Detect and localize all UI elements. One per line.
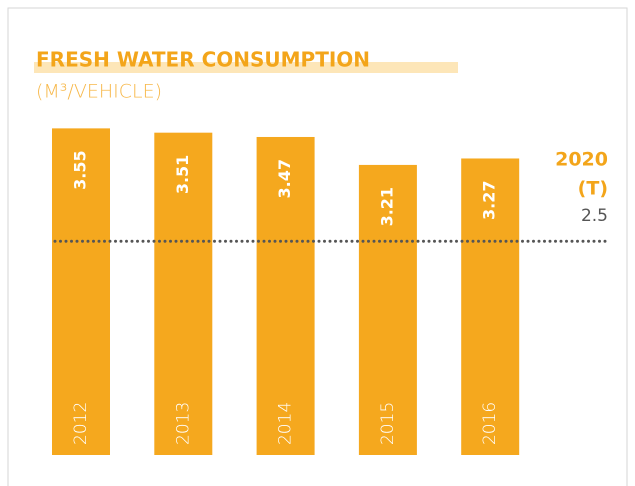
value-label: 3.47: [275, 159, 294, 198]
plot: [52, 128, 520, 455]
category-label: 2015: [378, 402, 398, 445]
card-frame: [7, 7, 628, 486]
bar: [256, 136, 315, 455]
target-year: 2020: [555, 149, 608, 171]
category-label: 2014: [276, 402, 296, 445]
value-label: 3.21: [377, 187, 396, 226]
bar: [154, 132, 213, 455]
category-label: 2012: [71, 402, 91, 445]
value-label: 3.27: [480, 180, 499, 219]
value-label: 3.55: [71, 150, 90, 189]
bar: [358, 164, 417, 455]
chart-title: FRESH WATER CONSUMPTION: [36, 48, 370, 72]
target-label: (T): [578, 178, 608, 200]
bar: [52, 128, 110, 455]
category-label: 2016: [480, 402, 500, 445]
title-highlight: [34, 62, 458, 73]
value-label: 3.51: [173, 155, 192, 194]
category-label: 2013: [173, 402, 193, 445]
bar: [461, 158, 520, 455]
target-value: 2.5: [581, 206, 608, 226]
chart-subtitle: (M³/VEHICLE): [36, 81, 162, 103]
